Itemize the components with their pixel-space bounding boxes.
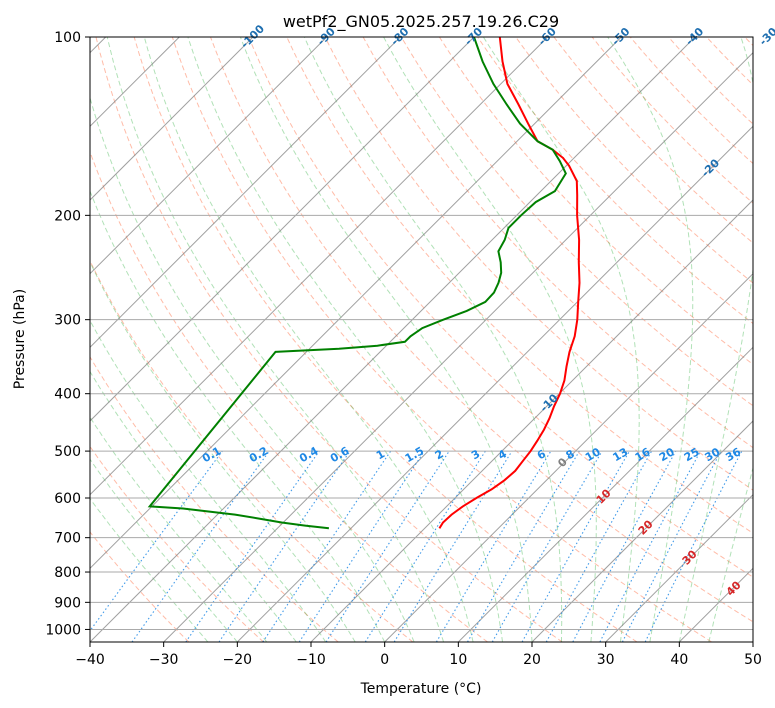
x-tick-label: −20 xyxy=(223,652,253,668)
isotherm-line xyxy=(163,51,753,642)
moist-adiabat xyxy=(303,37,563,642)
isotherm-line xyxy=(531,420,753,642)
y-axis-ticks: 100 200 300 400 500 600 700 800 900 1000 xyxy=(45,30,90,638)
mixing-ratio-line xyxy=(90,450,223,632)
isotherm-line xyxy=(90,37,328,275)
isotherm-line xyxy=(90,37,475,422)
mixing-ratio-line xyxy=(364,450,486,642)
isotherm-line xyxy=(90,37,254,201)
dry-adiabat xyxy=(95,37,563,642)
mixing-ratio-line xyxy=(491,450,603,642)
x-tick-label: −30 xyxy=(149,652,179,668)
isotherm-line xyxy=(90,37,401,349)
mixing-ratio-line xyxy=(325,450,450,642)
y-tick-label: 100 xyxy=(54,30,81,46)
mixing-ratio-line xyxy=(185,450,320,642)
x-axis-ticks: −40 −30 −20 −10 0 10 20 30 40 50 xyxy=(75,642,762,668)
dewpoint-line xyxy=(147,37,567,530)
y-tick-label: 900 xyxy=(54,595,81,611)
y-tick-label: 200 xyxy=(54,208,81,224)
dry-adiabat xyxy=(324,37,753,491)
isotherm-line xyxy=(457,346,753,642)
plot-frame xyxy=(89,36,754,643)
isotherm-line xyxy=(752,641,753,642)
y-tick-label: 1000 xyxy=(45,622,81,638)
dry-adiabat xyxy=(400,37,753,407)
mixing-ratio-line xyxy=(572,450,677,642)
dry-adiabat xyxy=(286,37,753,534)
moist-adiabat xyxy=(106,37,445,642)
mixing-ratio-line xyxy=(218,450,351,642)
moist-adiabat xyxy=(187,37,503,642)
plot-background xyxy=(90,37,753,642)
sounding-series xyxy=(147,37,581,530)
background-lines xyxy=(90,37,753,642)
isotherm-line xyxy=(384,272,753,642)
x-tick-label: −10 xyxy=(296,652,326,668)
x-tick-label: 10 xyxy=(449,652,467,668)
moist-adiabat xyxy=(607,37,694,642)
pressure-gridlines xyxy=(90,37,753,630)
y-axis-label: Pressure (hPa) xyxy=(12,289,28,389)
isotherm-line xyxy=(90,37,549,496)
dry-adiabat xyxy=(477,37,753,325)
moist-adiabat xyxy=(90,189,386,642)
isotherm-label: -30 xyxy=(757,25,775,48)
x-tick-label: 50 xyxy=(744,652,762,668)
moist-adiabat xyxy=(90,458,238,642)
mixing-ratio-line xyxy=(393,450,513,642)
dry-adiabat xyxy=(553,37,753,244)
isotherm-line xyxy=(310,199,753,642)
mixing-ratio-line xyxy=(435,450,552,642)
mixing-ratio-line xyxy=(521,450,630,642)
dry-adiabat xyxy=(90,150,488,642)
dry-adiabat xyxy=(90,355,339,642)
x-axis-label: Temperature (°C) xyxy=(360,681,482,697)
moist-adiabat xyxy=(708,466,753,642)
dry-adiabat xyxy=(591,37,753,204)
moist-adiabat xyxy=(90,319,327,642)
dry-adiabat xyxy=(90,259,414,642)
x-tick-label: 20 xyxy=(523,652,541,668)
y-tick-label: 800 xyxy=(54,565,81,581)
dry-adiabat xyxy=(171,37,712,642)
isotherm-line xyxy=(90,37,622,570)
moist-adiabat xyxy=(239,37,533,642)
y-tick-label: 600 xyxy=(54,491,81,507)
isotherm-line xyxy=(236,125,753,642)
x-tick-label: 40 xyxy=(670,652,688,668)
y-tick-label: 500 xyxy=(54,444,81,460)
dry-adiabat xyxy=(248,37,753,578)
y-tick-label: 400 xyxy=(54,387,81,403)
y-tick-label: 300 xyxy=(54,313,81,329)
moist-adiabat xyxy=(90,260,356,642)
isotherm-line xyxy=(90,37,696,642)
dry-adiabat xyxy=(210,37,753,623)
moist-adiabat xyxy=(383,37,597,642)
mixing-ratio-line xyxy=(131,450,270,642)
dry-adiabat xyxy=(438,37,753,365)
dry-adiabat xyxy=(133,37,638,642)
mixing-ratio-line xyxy=(467,450,580,642)
x-tick-label: 0 xyxy=(380,652,389,668)
chart-title: wetPf2_GN05.2025.257.19.26.C29 xyxy=(283,12,559,32)
isotherm-line xyxy=(605,493,753,642)
moist-adiabat xyxy=(482,37,640,642)
moist-adiabat xyxy=(90,416,268,642)
mixing-ratio-line xyxy=(545,450,653,642)
x-tick-label: 30 xyxy=(597,652,615,668)
dry-adiabat xyxy=(90,531,190,642)
y-tick-label: 700 xyxy=(54,531,81,547)
moist-adiabat xyxy=(143,37,474,642)
moist-adiabat xyxy=(678,37,753,642)
x-tick-label: −40 xyxy=(75,652,105,668)
